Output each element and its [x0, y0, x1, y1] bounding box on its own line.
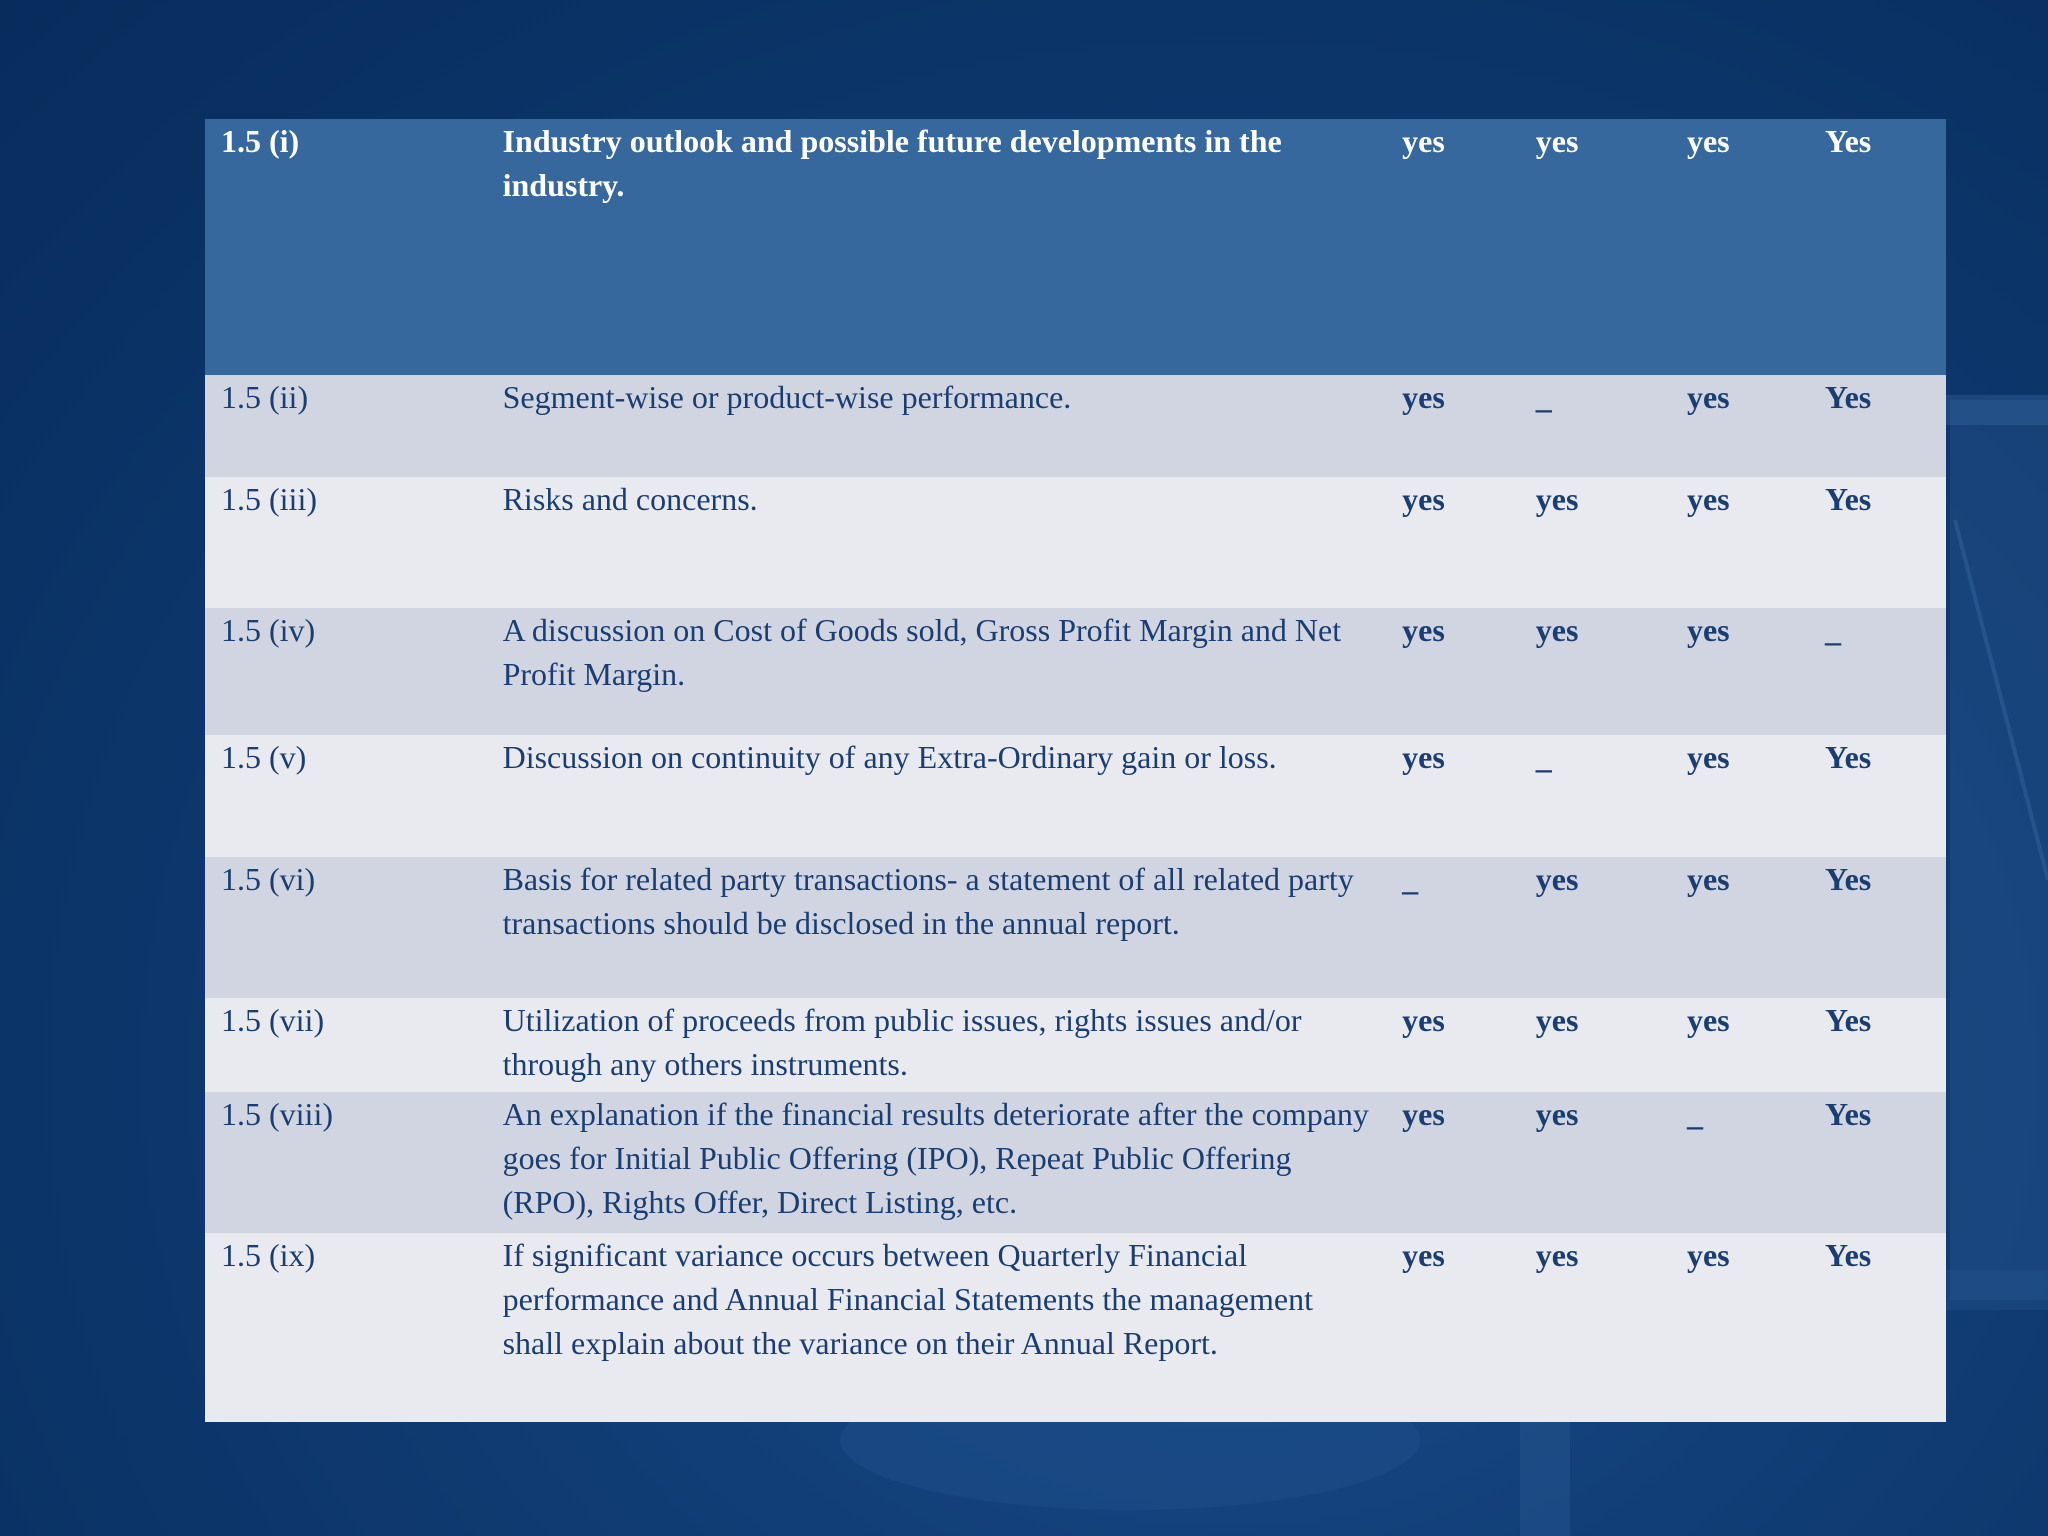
row-code: 1.5 (iv)	[205, 608, 487, 735]
row-status: yes	[1519, 1092, 1671, 1233]
row-status: _	[1386, 857, 1520, 998]
row-status: yes	[1519, 119, 1671, 375]
row-code: 1.5 (ii)	[205, 375, 487, 477]
row-status: yes	[1386, 735, 1520, 857]
row-status: _	[1670, 1092, 1809, 1233]
table-row: 1.5 (ix) If significant variance occurs …	[205, 1233, 1946, 1422]
row-status: Yes	[1809, 119, 1946, 375]
row-status: yes	[1519, 998, 1671, 1092]
row-status: Yes	[1809, 1233, 1946, 1422]
table-row: 1.5 (ii) Segment-wise or product-wise pe…	[205, 375, 1946, 477]
row-status: yes	[1670, 998, 1809, 1092]
row-status: Yes	[1809, 735, 1946, 857]
row-code: 1.5 (vii)	[205, 998, 487, 1092]
row-status: _	[1519, 735, 1671, 857]
table-row: 1.5 (iii) Risks and concerns. yes yes ye…	[205, 477, 1946, 608]
row-code: 1.5 (v)	[205, 735, 487, 857]
row-status: yes	[1670, 857, 1809, 998]
row-status: Yes	[1809, 1092, 1946, 1233]
row-status: yes	[1386, 1092, 1520, 1233]
row-code: 1.5 (vi)	[205, 857, 487, 998]
table-row: 1.5 (v) Discussion on continuity of any …	[205, 735, 1946, 857]
row-status: yes	[1519, 608, 1671, 735]
row-description: Discussion on continuity of any Extra-Or…	[486, 735, 1387, 857]
row-description: An explanation if the financial results …	[486, 1092, 1387, 1233]
row-description: Industry outlook and possible future dev…	[486, 119, 1387, 375]
table-row: 1.5 (vii) Utilization of proceeds from p…	[205, 998, 1946, 1092]
row-description: Utilization of proceeds from public issu…	[486, 998, 1387, 1092]
row-status: yes	[1670, 735, 1809, 857]
row-status: Yes	[1809, 375, 1946, 477]
row-status: yes	[1519, 1233, 1671, 1422]
row-status: yes	[1386, 1233, 1520, 1422]
row-description: A discussion on Cost of Goods sold, Gros…	[486, 608, 1387, 735]
row-status: Yes	[1809, 857, 1946, 998]
row-status: _	[1809, 608, 1946, 735]
row-description: Basis for related party transactions- a …	[486, 857, 1387, 998]
row-status: yes	[1386, 477, 1520, 608]
row-status: yes	[1519, 857, 1671, 998]
table-row: 1.5 (vi) Basis for related party transac…	[205, 857, 1946, 998]
row-status: yes	[1670, 608, 1809, 735]
row-status: _	[1519, 375, 1671, 477]
row-status: yes	[1670, 375, 1809, 477]
row-description: If significant variance occurs between Q…	[486, 1233, 1387, 1422]
row-status: yes	[1386, 375, 1520, 477]
row-status: yes	[1670, 119, 1809, 375]
row-code: 1.5 (viii)	[205, 1092, 487, 1233]
row-description: Segment-wise or product-wise performance…	[486, 375, 1387, 477]
row-status: yes	[1670, 1233, 1809, 1422]
table-row: 1.5 (i) Industry outlook and possible fu…	[205, 119, 1946, 375]
row-status: Yes	[1809, 477, 1946, 608]
table-row: 1.5 (iv) A discussion on Cost of Goods s…	[205, 608, 1946, 735]
row-code: 1.5 (ix)	[205, 1233, 487, 1422]
row-status: yes	[1519, 477, 1671, 608]
row-status: yes	[1386, 998, 1520, 1092]
row-status: yes	[1386, 119, 1520, 375]
row-status: Yes	[1809, 998, 1946, 1092]
disclosure-table: 1.5 (i) Industry outlook and possible fu…	[205, 119, 1946, 1422]
row-description: Risks and concerns.	[486, 477, 1387, 608]
row-status: yes	[1386, 608, 1520, 735]
row-status: yes	[1670, 477, 1809, 608]
row-code: 1.5 (iii)	[205, 477, 487, 608]
row-code: 1.5 (i)	[205, 119, 487, 375]
table-row: 1.5 (viii) An explanation if the financi…	[205, 1092, 1946, 1233]
